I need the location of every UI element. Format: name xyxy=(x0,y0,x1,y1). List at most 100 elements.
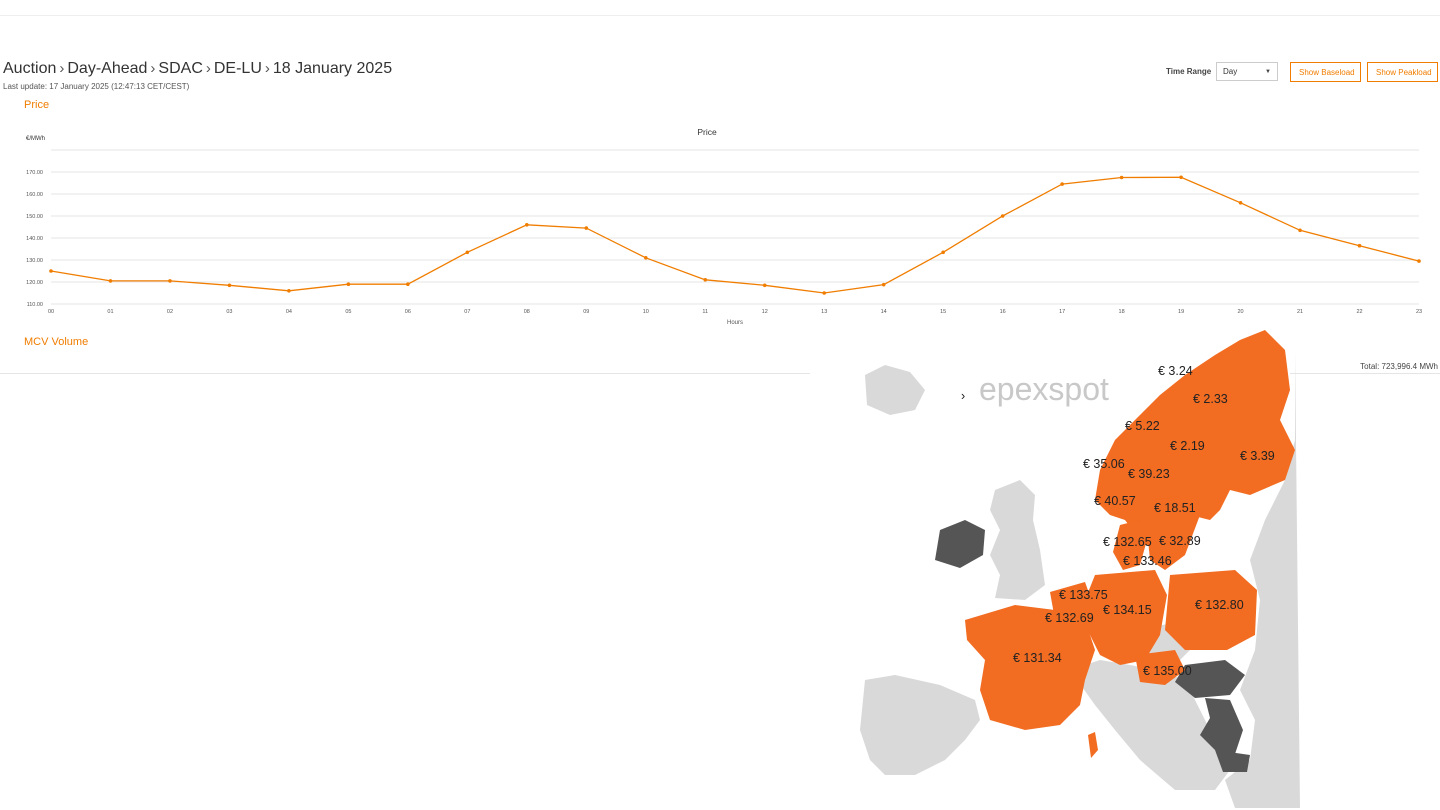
chart-data-point[interactable] xyxy=(465,250,470,255)
chart-x-tick-label: 07 xyxy=(464,309,470,315)
chart-x-tick-label: 06 xyxy=(405,309,411,315)
epexspot-logo-text: epexspot xyxy=(979,371,1109,407)
caret-down-icon: ▼ xyxy=(1265,69,1271,75)
chart-x-tick-label: 20 xyxy=(1238,309,1244,315)
map-sweden-fill xyxy=(1147,495,1200,570)
chart-y-tick-label: 110.00 xyxy=(27,302,43,308)
chart-x-tick-label: 08 xyxy=(524,309,530,315)
map-light-region xyxy=(990,480,1045,600)
chart-title: Price xyxy=(697,127,717,137)
chart-x-tick-label: 01 xyxy=(107,309,113,315)
chart-y-tick-label: 150.00 xyxy=(26,214,43,220)
chart-gridlines xyxy=(51,149,1419,305)
map-price-label: € 2.33 xyxy=(1193,392,1228,406)
chart-x-tick-label: 05 xyxy=(345,309,351,315)
chart-x-tick-label: 10 xyxy=(643,309,649,315)
chart-data-point[interactable] xyxy=(287,289,291,293)
chart-data-point[interactable] xyxy=(1000,214,1005,218)
breadcrumb-auction[interactable]: Auction xyxy=(3,60,57,77)
map-price-label: € 132.69 xyxy=(1045,611,1094,625)
map-price-label: € 133.46 xyxy=(1123,554,1172,568)
chart-data-point[interactable] xyxy=(1298,228,1302,233)
chart-series-line xyxy=(50,176,1420,294)
chart-y-tick-label: 170.00 xyxy=(26,170,43,176)
chart-data-point[interactable] xyxy=(584,226,589,230)
time-range-select[interactable]: Day ▼ xyxy=(1216,62,1278,81)
map-light-region xyxy=(865,365,925,415)
chart-data-point[interactable] xyxy=(1119,175,1124,180)
chart-data-point[interactable] xyxy=(108,279,113,283)
chart-data-point[interactable] xyxy=(1238,201,1243,205)
map-dark-region xyxy=(1200,698,1243,760)
show-baseload-button[interactable]: Show Baseload xyxy=(1290,62,1361,82)
chart-data-point[interactable] xyxy=(941,250,945,255)
map-price-label: € 132.65 xyxy=(1103,535,1152,549)
chart-x-tick-label: 21 xyxy=(1297,309,1303,315)
map-denmark-region xyxy=(1113,520,1147,570)
chart-data-point[interactable] xyxy=(762,283,767,288)
chart-data-point[interactable] xyxy=(227,283,232,288)
chart-x-ticks: 00 01 02 03 04 05 06 07 08 09 10 11 12 13 14 15 16 17 18 19… xyxy=(48,309,1422,315)
map-dark-region xyxy=(1175,660,1245,698)
chart-data-point[interactable] xyxy=(822,291,827,295)
chart-data-point[interactable] xyxy=(1060,182,1064,186)
map-price-label: € 39.23 xyxy=(1128,467,1170,481)
chart-data-point[interactable] xyxy=(1417,259,1421,263)
chart-data-point[interactable] xyxy=(49,269,53,273)
chart-y-tick-label: 130.00 xyxy=(26,258,43,264)
map-austria-region xyxy=(1135,650,1185,685)
map-france-region xyxy=(965,605,1095,730)
section-divider xyxy=(1290,373,1440,374)
map-light-region xyxy=(1225,350,1300,808)
chart-x-tick-label: 00 xyxy=(48,309,54,315)
chart-y-tick-label: 160.00 xyxy=(26,192,43,198)
chart-x-tick-label: 13 xyxy=(821,309,827,315)
map-price-label: € 32.89 xyxy=(1159,534,1201,548)
breadcrumb-separator: › xyxy=(150,60,156,77)
map-price-label: € 2.19 xyxy=(1170,439,1205,453)
chart-data-point[interactable] xyxy=(406,282,410,286)
breadcrumb-de-lu[interactable]: DE-LU xyxy=(213,60,262,77)
map-price-label: € 132.80 xyxy=(1195,598,1244,612)
chart-series xyxy=(49,175,1421,295)
chart-data-point[interactable] xyxy=(346,282,351,286)
map-price-label: € 18.51 xyxy=(1154,501,1196,515)
breadcrumb-sdac[interactable]: SDAC xyxy=(158,60,203,77)
breadcrumb-day-ahead[interactable]: Day-Ahead xyxy=(67,60,148,77)
chart-x-tick-label: 09 xyxy=(583,309,589,315)
show-peakload-button[interactable]: Show Peakload xyxy=(1367,62,1438,82)
time-range-value: Day xyxy=(1223,67,1238,76)
chart-x-tick-label: 04 xyxy=(286,309,292,315)
chart-y-ticks: 110.00 120.00 130.00 140.00 150.00 160.00 170.… xyxy=(26,170,43,308)
chart-y-tick-label: 140.00 xyxy=(26,236,43,242)
chart-data-point[interactable] xyxy=(643,256,648,260)
chart-x-tick-label: 18 xyxy=(1119,309,1125,315)
map-price-label: € 135.00 xyxy=(1143,664,1192,678)
chart-x-axis-label: Hours xyxy=(727,320,743,326)
chart-data-point[interactable] xyxy=(703,278,708,282)
chart-x-tick-label: 14 xyxy=(881,309,887,315)
mcv-volume-section-title: MCV Volume xyxy=(24,336,89,348)
chart-x-tick-label: 03 xyxy=(226,309,232,315)
map-corsica-region xyxy=(1088,732,1098,758)
time-range-label: Time Range xyxy=(1166,67,1212,76)
map-price-label: € 133.75 xyxy=(1059,588,1108,602)
map-price-label: € 134.15 xyxy=(1103,603,1152,617)
price-section-title: Price xyxy=(24,99,50,111)
price-chart: Price €/MWh Hours 110.00 120.00 130.00 140.… xyxy=(26,127,1422,326)
chart-data-point[interactable] xyxy=(1179,175,1183,180)
chart-data-point[interactable] xyxy=(1357,243,1362,248)
chart-data-point[interactable] xyxy=(881,282,886,287)
chart-data-point[interactable] xyxy=(525,223,529,227)
breadcrumb-separator: › xyxy=(205,60,211,77)
last-update: Last update: 17 January 2025 (12:47:13 C… xyxy=(3,82,190,91)
breadcrumb: Auction › Day-Ahead › SDAC › DE-LU › 18 January … xyxy=(3,60,392,78)
map-price-label: € 3.39 xyxy=(1240,449,1275,463)
chart-x-tick-label: 12 xyxy=(762,309,768,315)
chart-x-tick-label: 17 xyxy=(1059,309,1065,315)
chart-data-point[interactable] xyxy=(168,279,172,283)
map-nordic-region xyxy=(1095,330,1295,550)
map-price-labels: € 3.24€ 2.33€ 5.22€ 2.19€ 3.39€ 35.06€ 3… xyxy=(1013,364,1275,678)
map-poland-region xyxy=(1165,570,1257,650)
chart-x-tick-label: 15 xyxy=(940,309,946,315)
